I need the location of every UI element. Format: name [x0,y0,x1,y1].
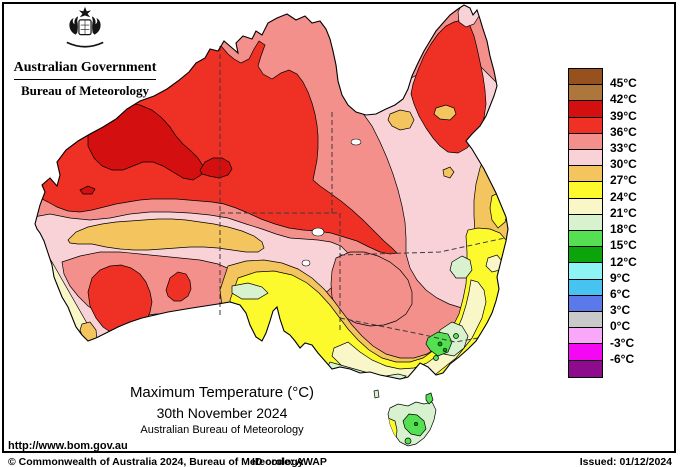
legend-label-33: 33°C [610,141,637,155]
legend-cell-0 [569,312,602,328]
legend-cell--6 [569,344,602,360]
legend-cell-15 [569,231,602,247]
legend-cell-18 [569,215,602,231]
legend-cell-45 [569,69,602,85]
bom-url: http://www.bom.gov.au [8,440,128,452]
legend-label-15: 15°C [610,238,637,252]
legend-cell-39 [569,101,602,117]
legend-label-42: 42°C [610,92,637,106]
legend-label--6: -6°C [610,352,634,366]
legend-label-0: 0°C [610,319,630,333]
map-source: Australian Bureau of Meteorology [72,424,372,436]
legend-cell-30 [569,150,602,166]
legend-cell-6 [569,280,602,296]
australian-coat-of-arms-icon [54,6,116,58]
bom-temperature-map-page: Australian Government Bureau of Meteorol… [0,0,680,467]
issued-text: Issued: 01/12/2024 [580,456,672,467]
crest-star [79,7,91,17]
legend-cell-3 [569,296,602,312]
crest-emu [92,16,101,34]
legend-label-21: 21°C [610,206,637,220]
crest-scroll [67,42,103,46]
agency-divider [14,79,156,80]
legend-cell-24 [569,182,602,198]
legend-label-36: 36°C [610,125,637,139]
crest-kangaroo [69,16,78,34]
id-code-text: ID code: AWAP [252,456,327,467]
header-agency-block: Australian Government Bureau of Meteorol… [10,6,160,99]
title-block: Maximum Temperature (°C) 30th November 2… [72,384,372,436]
legend-label-30: 30°C [610,157,637,171]
map-title: Maximum Temperature (°C) [72,384,372,401]
legend-cell-12 [569,247,602,263]
legend-label-39: 39°C [610,109,637,123]
legend-label-12: 12°C [610,255,637,269]
legend-cell--3 [569,328,602,344]
legend-label-18: 18°C [610,222,637,236]
legend-cell-33 [569,134,602,150]
legend-label-24: 24°C [610,190,637,204]
legend-label-27: 27°C [610,173,637,187]
legend-cell-42 [569,85,602,101]
legend-label-6: 6°C [610,287,630,301]
bureau-name: Bureau of Meteorology [10,83,160,99]
agency-name: Australian Government [10,60,160,76]
legend-cell-36 [569,118,602,134]
legend-label--3: -3°C [610,336,634,350]
legend-label-9: 9°C [610,271,630,285]
map-date: 30th November 2024 [72,405,372,421]
legend-label-45: 45°C [610,76,637,90]
legend-cell-27 [569,166,602,182]
legend-cell-21 [569,199,602,215]
legend-label-3: 3°C [610,303,630,317]
legend-cell-9 [569,263,602,279]
legend-cell-bottom [569,361,602,377]
temperature-legend [568,68,603,378]
